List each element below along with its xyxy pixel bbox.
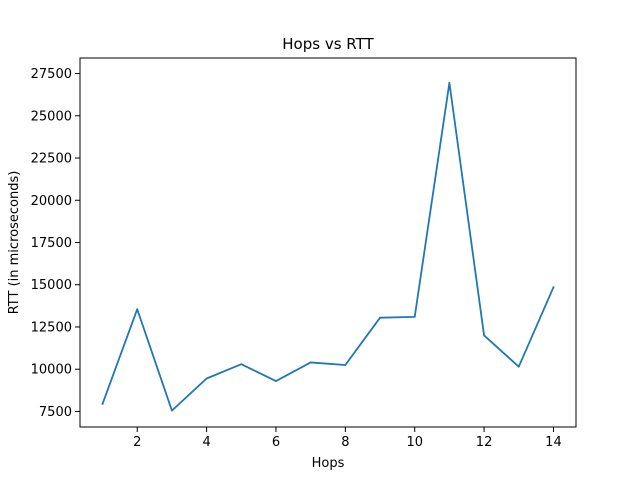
chart-title: Hops vs RTT <box>282 35 374 53</box>
data-point <box>240 363 243 365</box>
y-tick-label: 22500 <box>31 152 72 167</box>
y-tick-label: 10000 <box>31 363 72 378</box>
y-tick-label: 7500 <box>39 405 72 420</box>
x-tick-label: 14 <box>545 435 562 450</box>
x-axis-title: Hops <box>312 456 345 471</box>
x-tick-label: 4 <box>202 435 210 450</box>
x-tick-label: 12 <box>476 435 493 450</box>
y-tick-label: 25000 <box>31 109 72 124</box>
series-line <box>101 81 555 412</box>
series-layer <box>101 81 555 412</box>
data-point <box>344 364 347 366</box>
x-tick-label: 8 <box>341 435 349 450</box>
data-point <box>448 82 451 84</box>
data-point <box>205 377 208 380</box>
y-tick-label: 20000 <box>31 194 72 209</box>
plot-area <box>79 57 577 428</box>
y-axis: 7500 10000 12500 15000 17500 20000 22500 25000 2… <box>31 67 80 420</box>
x-tick-label: 10 <box>406 435 423 450</box>
x-axis: 2 4 6 8 10 12 14 <box>133 427 562 450</box>
y-tick-label: 15000 <box>31 278 72 293</box>
data-point <box>309 361 312 364</box>
x-tick-label: 6 <box>272 435 280 450</box>
data-point <box>517 365 520 368</box>
data-point <box>379 316 381 319</box>
data-point <box>171 409 173 412</box>
data-point <box>552 286 555 289</box>
data-point <box>483 334 485 337</box>
y-tick-label: 17500 <box>31 236 72 251</box>
data-point <box>136 308 139 311</box>
data-point <box>413 316 416 318</box>
y-tick-label: 12500 <box>31 320 72 335</box>
data-point <box>101 403 104 405</box>
x-tick-label: 2 <box>133 435 141 450</box>
y-tick-label: 27500 <box>31 67 72 82</box>
data-point <box>275 380 277 382</box>
y-axis-title: RTT (in microseconds) <box>7 171 22 315</box>
